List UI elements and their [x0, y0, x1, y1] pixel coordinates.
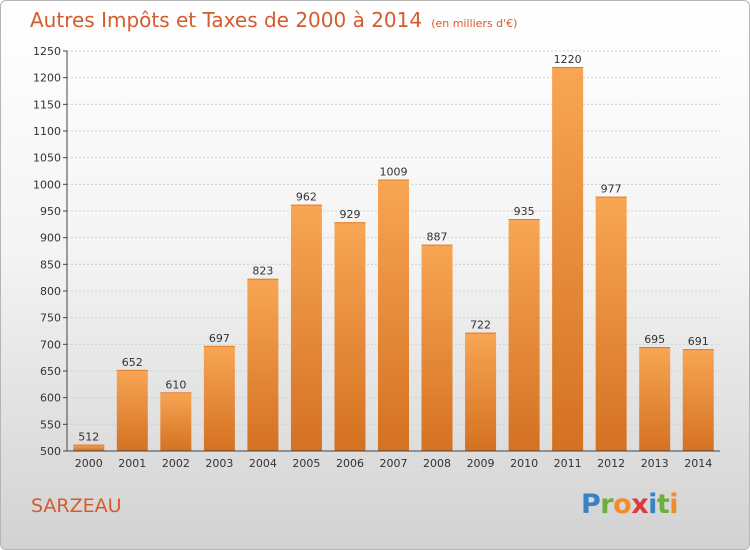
logo-letter: P — [581, 489, 601, 520]
x-axis-ticks: 2000 2001 2002 2003 2004 2005 2006 2007 2008 2009… — [75, 457, 712, 470]
data-labels: 512 652 610 697 823 962 929 1009 887 722 935 1220 97… — [78, 53, 708, 444]
data-label-2014: 691 — [688, 335, 709, 348]
bar-2008 — [421, 244, 453, 451]
logo-letter: r — [600, 489, 614, 520]
y-tick-label: 650 — [40, 365, 61, 378]
data-label-2011: 1220 — [554, 53, 582, 66]
y-tick-label: 700 — [40, 338, 61, 351]
title-subtitle: (en milliers d'€) — [431, 17, 518, 30]
axes — [66, 51, 720, 452]
x-tick-label-2005: 2005 — [292, 457, 320, 470]
data-label-2010: 935 — [514, 205, 535, 218]
bars — [73, 67, 714, 452]
data-label-2006: 929 — [339, 208, 360, 221]
chart-title: Autres Impôts et Taxes de 2000 à 2014 (e… — [30, 8, 517, 32]
bar-2003 — [203, 345, 235, 451]
bar-2005 — [290, 204, 322, 451]
bar-2007 — [378, 179, 409, 452]
y-tick-label: 500 — [40, 445, 61, 458]
bar-2010 — [508, 219, 540, 451]
bar-2004 — [247, 278, 279, 451]
x-tick-label-2012: 2012 — [597, 457, 625, 470]
data-label-2001: 652 — [122, 356, 143, 369]
y-tick-label: 600 — [40, 392, 61, 405]
city-name: SARZEAU — [31, 495, 122, 517]
y-tick-label: 1200 — [33, 72, 61, 85]
logo-letter: o — [613, 489, 632, 520]
data-label-2009: 722 — [470, 319, 491, 332]
y-tick-label: 1250 — [33, 45, 61, 58]
logo-letter: i — [669, 489, 679, 520]
x-tick-label-2013: 2013 — [641, 457, 669, 470]
bar-2012 — [595, 196, 627, 451]
data-label-2008: 887 — [427, 231, 448, 244]
x-tick-label-2011: 2011 — [554, 457, 582, 470]
data-label-2004: 823 — [252, 265, 273, 278]
bar-2000 — [73, 444, 105, 451]
y-axis-ticks: 500 550 600 650 700 750 800 850 900 950 1000 1050 11… — [33, 45, 67, 458]
bar-2002 — [160, 392, 192, 451]
bar-2014 — [682, 349, 714, 451]
logo-letter: x — [631, 489, 649, 520]
y-tick-label: 800 — [40, 285, 61, 298]
bar-2001 — [116, 369, 148, 451]
data-label-2000: 512 — [78, 431, 99, 444]
y-tick-label: 1050 — [33, 152, 61, 165]
bar-2011 — [552, 67, 584, 451]
logo-letter: t — [656, 489, 670, 520]
data-label-2007: 1009 — [380, 166, 408, 179]
proxiti-logo: Proxiti — [581, 489, 679, 520]
x-tick-label-2009: 2009 — [467, 457, 495, 470]
x-tick-label-2003: 2003 — [205, 457, 233, 470]
bar-2006 — [334, 222, 366, 451]
y-tick-label: 950 — [40, 205, 61, 218]
logo-letter: i — [648, 489, 657, 520]
data-label-2013: 695 — [644, 333, 665, 346]
y-tick-label: 1000 — [33, 178, 61, 191]
x-tick-label-2000: 2000 — [75, 457, 103, 470]
data-label-2012: 977 — [601, 183, 622, 196]
x-tick-label-2007: 2007 — [380, 457, 408, 470]
x-tick-label-2008: 2008 — [423, 457, 451, 470]
x-tick-label-2001: 2001 — [118, 457, 146, 470]
x-tick-label-2014: 2014 — [684, 457, 712, 470]
x-tick-label-2004: 2004 — [249, 457, 277, 470]
y-tick-label: 550 — [40, 418, 61, 431]
bar-2013 — [639, 347, 671, 451]
data-label-2003: 697 — [209, 332, 230, 345]
y-tick-label: 1150 — [33, 98, 61, 111]
y-tick-label: 900 — [40, 232, 61, 245]
title-main: Autres Impôts et Taxes de 2000 à 2014 — [30, 8, 423, 32]
bar-2009 — [465, 332, 497, 451]
y-tick-label: 1100 — [33, 125, 61, 138]
x-tick-label-2006: 2006 — [336, 457, 364, 470]
data-label-2005: 962 — [296, 191, 317, 204]
y-tick-label: 850 — [40, 258, 61, 271]
x-tick-label-2002: 2002 — [162, 457, 190, 470]
x-tick-label-2010: 2010 — [510, 457, 538, 470]
data-label-2002: 610 — [165, 378, 186, 391]
y-tick-label: 750 — [40, 312, 61, 325]
